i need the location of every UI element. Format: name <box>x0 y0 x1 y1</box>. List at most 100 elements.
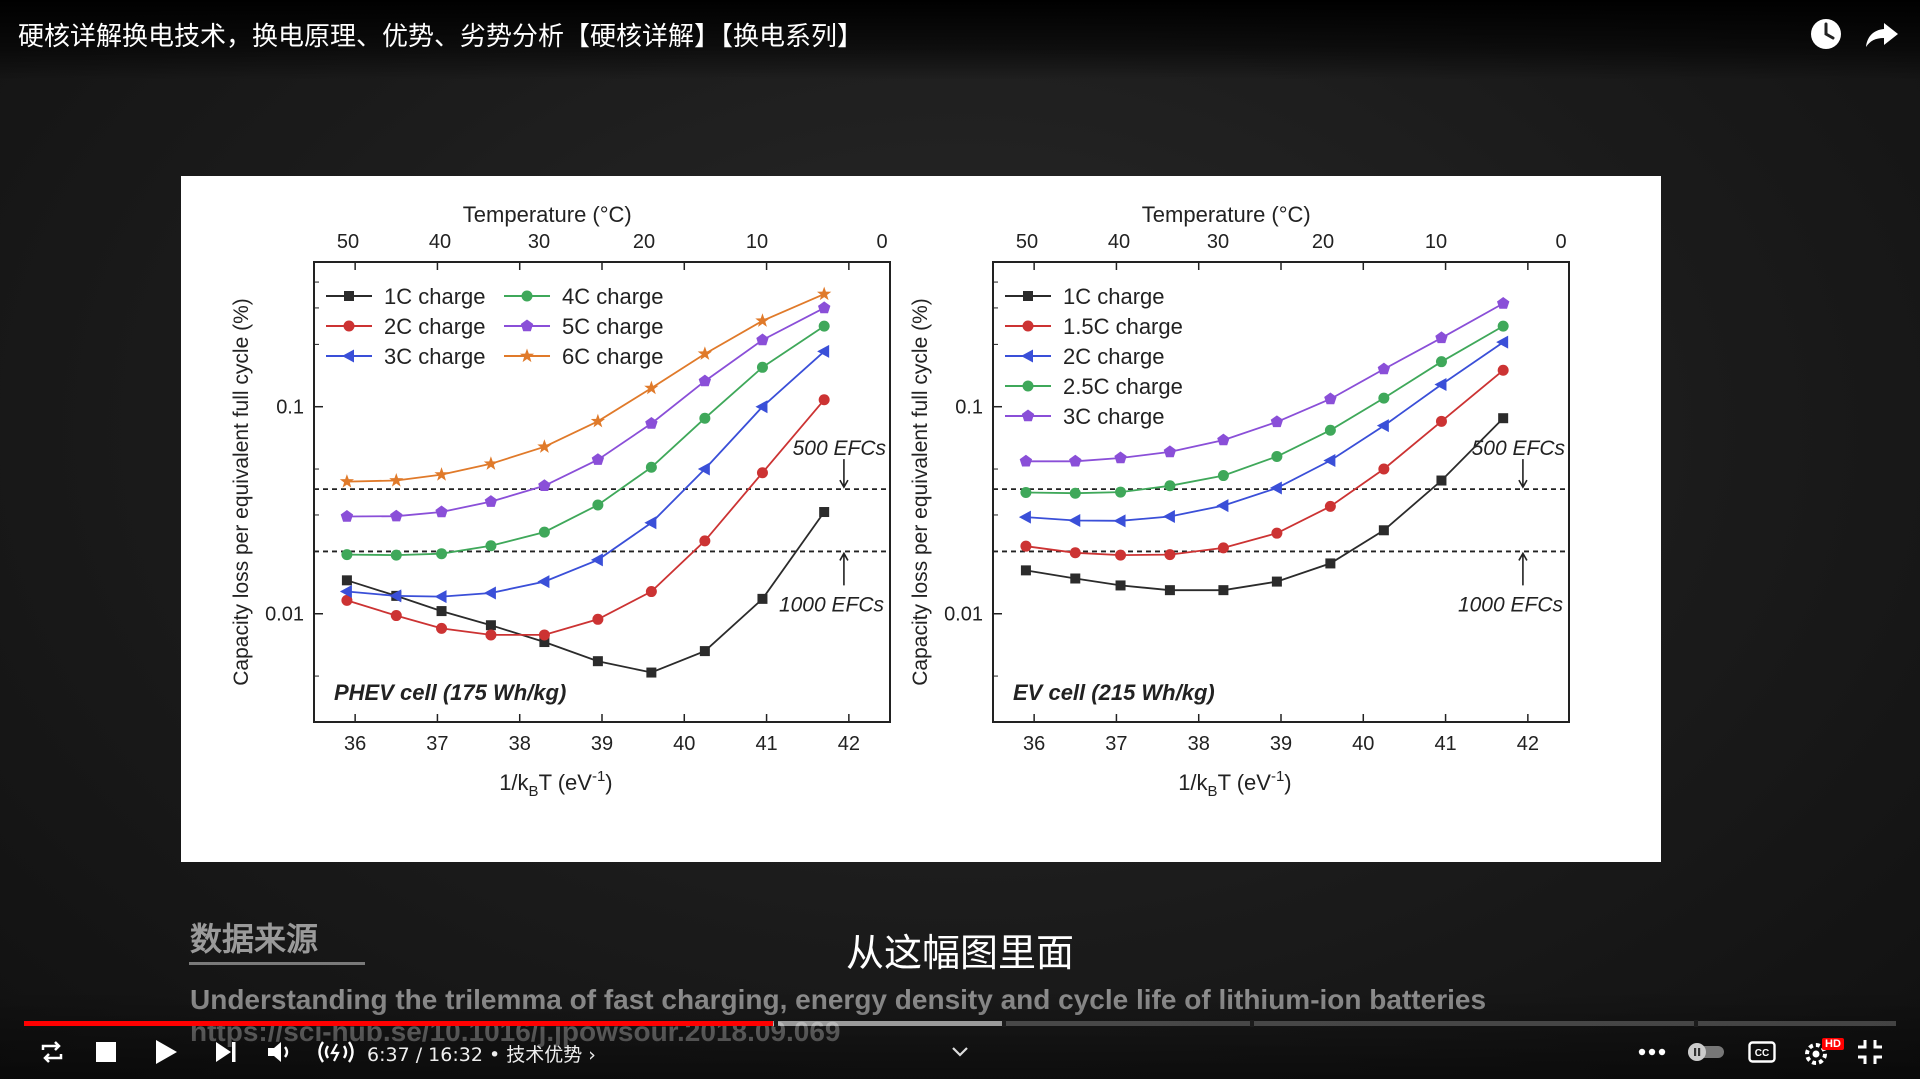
data-point <box>1217 542 1229 554</box>
top-tick-label: 20 <box>1312 231 1334 253</box>
legend: 1C charge 1.5C charge 2C charge 2.5C charge… <box>1005 284 1183 429</box>
x-tick-label: 41 <box>755 733 777 755</box>
captions-button[interactable]: CC <box>1744 1034 1780 1070</box>
more-button[interactable] <box>1634 1034 1670 1070</box>
x-tick-label: 39 <box>591 733 613 755</box>
top-tick-label: 50 <box>337 231 359 253</box>
y-tick-label: 0.1 <box>276 397 304 419</box>
data-point <box>1271 527 1283 539</box>
top-tick-label: 10 <box>1425 231 1447 253</box>
y-tick-label: 0.01 <box>265 604 304 626</box>
data-point <box>698 374 711 387</box>
data-point <box>1023 291 1033 301</box>
data-point <box>1377 362 1390 375</box>
x-tick-label: 40 <box>1352 733 1374 755</box>
data-point <box>646 667 657 678</box>
series-1c-charge <box>1020 413 1509 596</box>
panel-title: PHEV cell (175 Wh/kg) <box>334 680 566 705</box>
reference-arrow <box>839 459 849 489</box>
series-line <box>346 307 825 518</box>
data-point <box>538 629 550 641</box>
data-point <box>344 291 354 301</box>
top-tick-label: 20 <box>633 231 655 253</box>
data-point <box>434 467 449 481</box>
data-point <box>1162 509 1175 523</box>
data-point <box>1435 415 1447 427</box>
series-line <box>346 399 825 636</box>
share-icon[interactable] <box>1862 14 1902 54</box>
legend-label: 3C charge <box>1063 404 1165 429</box>
data-point <box>592 613 604 625</box>
data-point <box>537 575 550 589</box>
data-point <box>644 380 659 395</box>
data-point <box>1217 470 1229 482</box>
x-tick-label: 36 <box>1023 733 1045 755</box>
data-point <box>1114 451 1127 464</box>
data-point <box>1020 565 1031 576</box>
play-button[interactable] <box>148 1034 184 1070</box>
data-point <box>590 553 603 567</box>
chapter-divider <box>1002 1020 1006 1027</box>
data-point <box>1324 392 1337 405</box>
volume-button[interactable] <box>262 1034 298 1070</box>
reference-arrow <box>1518 459 1528 489</box>
data-point <box>644 516 657 530</box>
data-point <box>699 535 711 547</box>
data-point <box>1324 500 1336 512</box>
data-point <box>1216 499 1229 513</box>
data-point <box>590 413 605 428</box>
loop-button[interactable] <box>34 1034 70 1070</box>
chapter-title[interactable]: 技术优势 <box>506 1044 583 1066</box>
data-point <box>341 594 353 606</box>
data-point <box>436 622 448 634</box>
chart-panel-1: 36 37 38 39 40 41 42 50 40 30 20 10 0 Temperature (°C… <box>230 202 891 800</box>
settings-button[interactable]: HD <box>1800 1034 1844 1070</box>
stop-button[interactable] <box>88 1034 124 1070</box>
series-5c-charge <box>340 301 831 522</box>
series-line <box>1025 369 1504 557</box>
data-point <box>591 453 605 465</box>
series-1c-charge <box>341 507 830 678</box>
data-point <box>645 461 657 473</box>
x-tick-label: 38 <box>509 733 531 755</box>
data-point <box>1269 481 1282 495</box>
progress-played <box>24 1021 773 1026</box>
data-point <box>645 586 657 598</box>
expand-description-button[interactable] <box>944 1034 976 1070</box>
data-point <box>818 394 830 406</box>
watch-later-icon[interactable] <box>1806 14 1846 54</box>
radio-button[interactable] <box>314 1034 358 1070</box>
data-point <box>1113 514 1126 528</box>
data-point <box>755 400 768 414</box>
video-title[interactable]: 硬核详解换电技术，换电原理、优势、劣势分析【硬核详解】【换电系列】 <box>18 22 864 52</box>
data-point <box>538 479 551 491</box>
reference-label: 500 EFCs <box>1472 437 1566 460</box>
data-point <box>1115 549 1127 561</box>
series-3c-charge <box>339 344 830 604</box>
data-point <box>1020 540 1032 552</box>
data-point <box>1270 415 1284 428</box>
legend-label: 4C charge <box>562 284 664 309</box>
next-button[interactable] <box>208 1034 244 1070</box>
play-icon <box>156 1040 177 1064</box>
slide-figure: 36 37 38 39 40 41 42 50 40 30 20 10 0 Temperature (°C… <box>181 176 1661 862</box>
data-point <box>1325 558 1336 569</box>
data-point <box>1218 585 1229 596</box>
data-point <box>484 495 498 507</box>
reference-label: 1000 EFCs <box>779 593 885 616</box>
paper-title: Understanding the trilemma of fast charg… <box>190 984 1486 1016</box>
chart-panel-2: 36 37 38 39 40 41 42 50 40 30 20 10 0 Temperature (°C… <box>909 202 1570 800</box>
data-point <box>1069 547 1081 559</box>
data-point <box>818 301 831 314</box>
autoplay-toggle[interactable] <box>1682 1034 1730 1070</box>
duration: 16:32 <box>428 1044 483 1066</box>
top-tick-label: 40 <box>1108 231 1130 253</box>
hd-badge: HD <box>1822 1038 1844 1050</box>
exit-fullscreen-button[interactable] <box>1852 1034 1888 1070</box>
series-2c-charge <box>1018 335 1509 528</box>
data-point <box>1163 445 1177 458</box>
legend-label: 2C charge <box>1063 344 1165 369</box>
series-line <box>346 511 825 674</box>
progress-bar[interactable] <box>24 1021 1896 1026</box>
stop-icon <box>96 1042 116 1062</box>
